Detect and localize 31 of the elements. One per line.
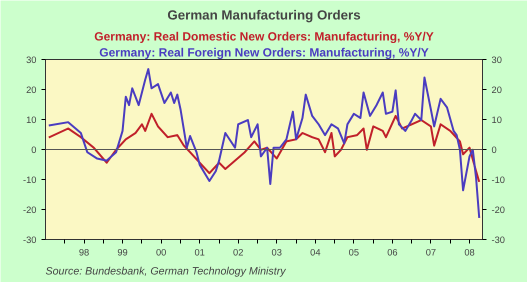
y-tick-label: 0: [31, 145, 37, 155]
y2-tick-label: -20: [492, 205, 505, 215]
line-series: [48, 112, 480, 183]
y2-tick-label: 20: [492, 85, 502, 95]
x-tick-label: 07: [426, 248, 436, 258]
y2-tick-label: 10: [492, 115, 502, 125]
line-series: [48, 68, 480, 219]
y2-tick-label: 0: [492, 145, 497, 155]
y2-tick-label: -10: [492, 175, 505, 185]
x-tick-label: 02: [233, 248, 244, 258]
x-tick-label: 06: [387, 248, 398, 258]
y-tick-label: 30: [26, 55, 37, 65]
y-tick-label: -20: [23, 205, 36, 215]
series-label: Germany: Real Foreign New Orders: Manufacturing, %Y/Y: [99, 46, 429, 60]
y2-tick-label: -30: [492, 235, 505, 245]
x-tick-label: 99: [117, 248, 128, 258]
x-tick-label: 08: [464, 248, 475, 258]
x-tick-label: 98: [78, 248, 90, 258]
y-tick-label: -30: [23, 235, 36, 245]
y-tick-label: 10: [26, 115, 37, 125]
x-tick-label: 03: [272, 248, 282, 258]
y-tick-label: 20: [26, 85, 37, 95]
chart-title: German Manufacturing Orders: [167, 8, 361, 22]
x-tick-label: 05: [348, 248, 360, 258]
y-tick-label: -10: [23, 175, 36, 185]
x-tick-label: 04: [310, 248, 321, 258]
x-tick-label: 01: [194, 248, 205, 258]
source-note: Source: Bundesbank, German Technology Ministry: [46, 266, 286, 278]
text: Germany: Real Domestic New Orders: Manufacturing, %Y/Y: [94, 30, 434, 44]
y2-tick-label: 30: [492, 55, 502, 65]
x-tick-label: 00: [156, 248, 166, 258]
